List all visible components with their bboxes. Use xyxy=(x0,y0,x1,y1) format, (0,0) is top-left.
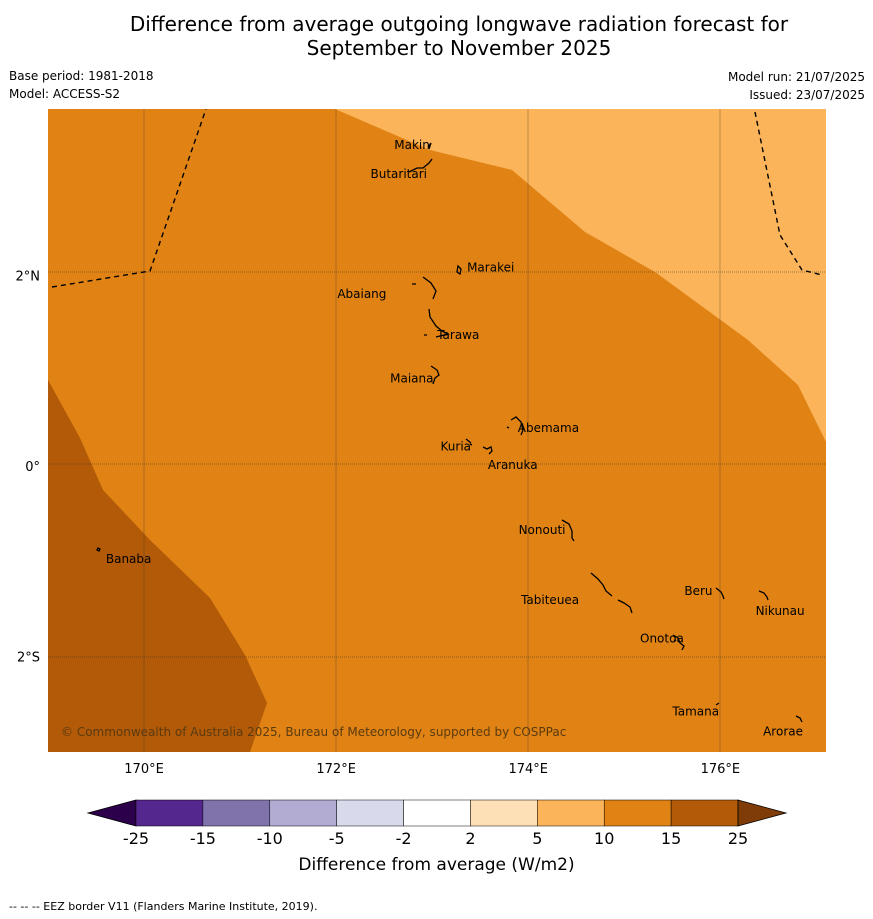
lon-tick-label: 174°E xyxy=(508,762,548,777)
island-label-onotoa: Onotoa xyxy=(640,632,684,646)
zone-5-10 xyxy=(335,109,826,442)
colorbar-segment xyxy=(403,799,471,827)
copyright-notice: © Commonwealth of Australia 2025, Bureau… xyxy=(61,725,566,739)
island-label-aranuka: Aranuka xyxy=(488,458,538,472)
lon-tick-label: 176°E xyxy=(701,762,741,777)
meta-left: Base period: 1981-2018 Model: ACCESS-S2 xyxy=(9,69,154,105)
footer-note: -- -- -- EEZ border V11 (Flanders Marine… xyxy=(9,900,318,913)
colorbar xyxy=(86,799,788,827)
colorbar-segment xyxy=(603,799,672,827)
base-period: Base period: 1981-2018 xyxy=(9,69,154,83)
outline-nikunau xyxy=(758,590,769,601)
outline-marakei xyxy=(456,264,462,276)
colorbar-segment xyxy=(336,799,404,827)
map-figure: Makin Butaritari Marakei Abaiang Tarawa Maian… xyxy=(16,109,826,848)
colorbar-tick-label: -10 xyxy=(257,829,283,848)
island-label-makin: Makin xyxy=(394,138,430,152)
colorbar-segment xyxy=(670,799,739,827)
colorbar-tick-label: 2 xyxy=(465,829,475,848)
colorbar-extend-over xyxy=(737,799,788,827)
chart-title: Difference from average outgoing longwav… xyxy=(0,12,873,60)
colorbar-tick-label: 15 xyxy=(661,829,681,848)
outline-makin xyxy=(427,142,432,150)
colorbar-segment xyxy=(135,799,204,827)
eez-border-west xyxy=(51,109,207,288)
outline-tamana xyxy=(715,702,720,706)
outline-nonouti xyxy=(561,519,575,542)
island-label-tarawa: Tarawa xyxy=(436,328,479,342)
island-label-abemama: Abemama xyxy=(518,421,579,435)
meta-right: Model run: 21/07/2025 Issued: 23/07/2025 xyxy=(728,70,865,106)
colorbar-label: Difference from average (W/m2) xyxy=(298,855,575,875)
outline-banaba xyxy=(96,547,101,552)
colorbar-tick-label: -2 xyxy=(396,829,412,848)
island-label-abaiang: Abaiang xyxy=(337,287,386,301)
colorbar-tick-label: 10 xyxy=(594,829,614,848)
lon-tick-label: 172°E xyxy=(316,762,356,777)
outline-kuria xyxy=(465,438,473,446)
colorbar-segment xyxy=(537,799,605,827)
island-labels: Makin Butaritari Marakei Abaiang Tarawa Maian… xyxy=(106,138,805,739)
longitude-labels: 170°E 172°E 174°E 176°E xyxy=(124,762,740,777)
graticule xyxy=(48,109,826,752)
title-line-2: September to November 2025 xyxy=(306,36,612,60)
island-label-beru: Beru xyxy=(684,584,712,598)
outline-aranuka xyxy=(482,446,493,455)
outline-onotoa xyxy=(672,634,685,651)
outline-abemama xyxy=(506,416,524,436)
colorbar-segment xyxy=(269,799,337,827)
outline-arorae xyxy=(795,715,803,723)
island-label-nonouti: Nonouti xyxy=(519,523,566,537)
lon-tick-label: 170°E xyxy=(124,762,164,777)
outline-maiana xyxy=(430,365,440,385)
model-run: Model run: 21/07/2025 xyxy=(727,70,865,84)
lat-tick-label: 2°S xyxy=(17,651,40,666)
outline-tabiteuea xyxy=(590,572,633,614)
colorbar-tick-label: 5 xyxy=(532,829,542,848)
colorbar-segment xyxy=(470,799,538,827)
colorbar-tick-label: -25 xyxy=(123,829,149,848)
outline-beru xyxy=(715,587,725,600)
outline-butaritari xyxy=(408,158,433,173)
colorbar-tick-label: -5 xyxy=(329,829,345,848)
island-label-kuria: Kuria xyxy=(441,439,472,453)
map-area: Makin Butaritari Marakei Abaiang Tarawa Maian… xyxy=(48,109,826,752)
issued-date: Issued: 23/07/2025 xyxy=(749,88,865,102)
colorbar-tick-labels: -25 -15 -10 -5 -2 2 5 10 15 25 xyxy=(123,829,748,848)
latitude-labels: 2°N 0° 2°S xyxy=(16,270,41,666)
colorbar-tick-label: -15 xyxy=(190,829,216,848)
island-outlines xyxy=(96,142,803,723)
colorbar-extend-under xyxy=(86,799,137,827)
model-name: Model: ACCESS-S2 xyxy=(9,87,121,101)
island-label-tamana: Tamana xyxy=(671,704,719,718)
lat-tick-label: 0° xyxy=(25,460,40,475)
outline-tarawa xyxy=(424,308,450,338)
island-label-banaba: Banaba xyxy=(106,552,152,566)
zone-15-25 xyxy=(48,380,267,752)
island-label-maiana: Maiana xyxy=(390,372,433,386)
outline-abaiang xyxy=(412,276,437,300)
eez-border-east xyxy=(754,111,823,276)
island-label-marakei: Marakei xyxy=(467,261,514,275)
lat-tick-label: 2°N xyxy=(16,270,41,285)
colorbar-segment xyxy=(202,799,271,827)
island-label-nikunau: Nikunau xyxy=(756,604,805,618)
eez-borders xyxy=(51,109,823,288)
colorbar-tick-label: 25 xyxy=(728,829,748,848)
title-line-1: Difference from average outgoing longwav… xyxy=(129,12,789,36)
island-label-arorae: Arorae xyxy=(763,725,803,739)
island-label-butaritari: Butaritari xyxy=(371,167,428,181)
island-label-tabiteuea: Tabiteuea xyxy=(520,593,579,607)
